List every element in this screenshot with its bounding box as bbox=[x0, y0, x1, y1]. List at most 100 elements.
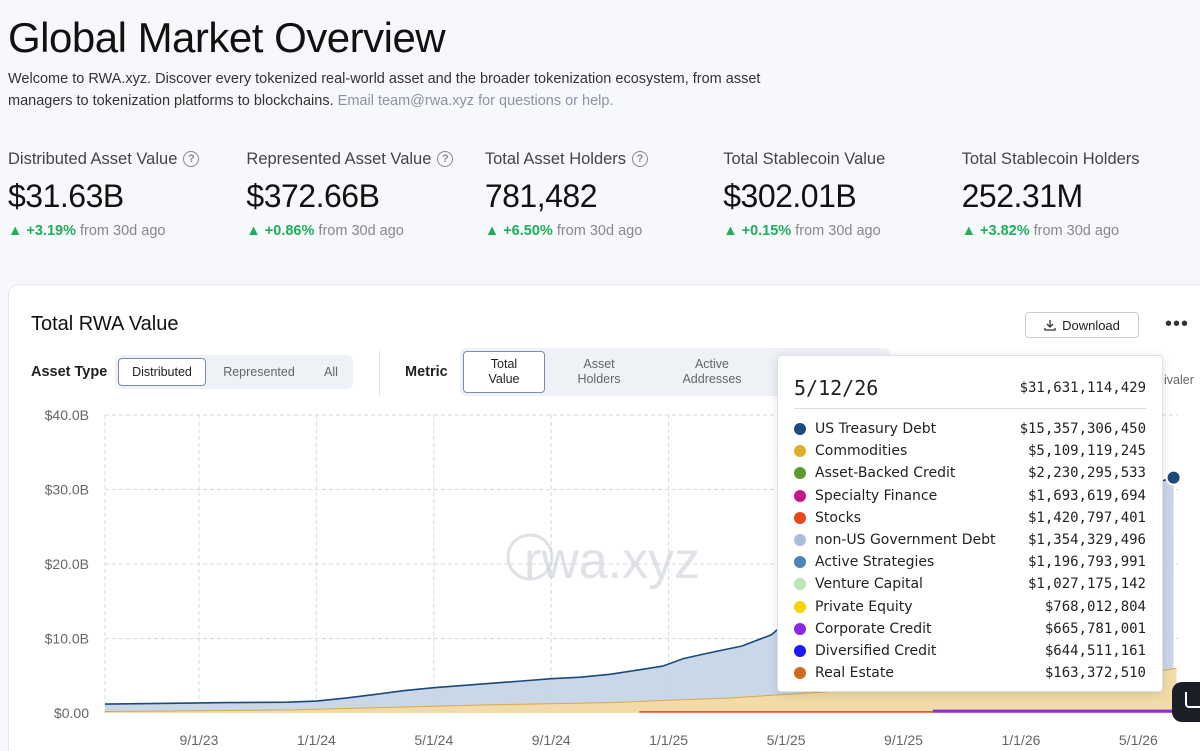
tooltip-row-name: Real Estate bbox=[815, 665, 894, 682]
tooltip-row-value: $163,372,510 bbox=[1044, 665, 1146, 682]
metric-option-total-value[interactable]: Total Value bbox=[463, 351, 545, 393]
stat-change: +3.82% bbox=[980, 223, 1030, 239]
tooltip-row-value: $1,693,619,694 bbox=[1027, 487, 1146, 504]
stat-label: Total Stablecoin Value bbox=[723, 149, 886, 168]
tooltip-row-name: non-US Government Debt bbox=[815, 532, 996, 549]
chat-support-button[interactable] bbox=[1172, 682, 1200, 722]
stat-value: $31.63B bbox=[8, 178, 124, 214]
tooltip-row: Asset-Backed Credit $2,230,295,533 bbox=[794, 462, 1146, 484]
asset-type-option-all[interactable]: All bbox=[324, 364, 338, 379]
y-tick-label: $30.0B bbox=[45, 482, 89, 498]
tooltip-row: US Treasury Debt $15,357,306,450 bbox=[794, 418, 1146, 440]
stat-change-suffix: from 30d ago bbox=[318, 223, 404, 239]
more-options-icon[interactable]: ••• bbox=[1165, 313, 1190, 335]
help-icon[interactable]: ? bbox=[632, 151, 649, 167]
stat-label: Total Stablecoin Holders bbox=[961, 149, 1140, 168]
tooltip-row-name: Venture Capital bbox=[815, 576, 923, 593]
stats-row: Distributed Asset Value? $31.63B ▲ +3.19… bbox=[8, 148, 1200, 240]
tooltip-row-name: US Treasury Debt bbox=[815, 421, 937, 438]
asset-type-option-distributed[interactable]: Distributed bbox=[118, 358, 206, 386]
contact-email-note[interactable]: Email team@rwa.xyz for questions or help… bbox=[337, 93, 614, 109]
tooltip-row-value: $1,354,329,496 bbox=[1027, 532, 1146, 549]
tooltip-rows: US Treasury Debt $15,357,306,450 Commoditi… bbox=[794, 418, 1146, 684]
up-arrow-icon: ▲ bbox=[8, 223, 27, 239]
metric-option-asset-holders[interactable]: Asset Holders bbox=[545, 351, 653, 393]
help-icon[interactable]: ? bbox=[437, 151, 454, 167]
x-tick-label: 9/1/24 bbox=[532, 732, 571, 748]
divider bbox=[379, 351, 380, 395]
asset-type-selector: Distributed Represented All bbox=[115, 355, 353, 389]
stat-change: +6.50% bbox=[503, 223, 553, 239]
intro-text: Welcome to RWA.xyz. Discover every token… bbox=[8, 68, 808, 112]
metric-option-line2: Addresses bbox=[682, 372, 742, 386]
tooltip-row: Stocks $1,420,797,401 bbox=[794, 507, 1146, 529]
metric-option-line2: Holders bbox=[577, 372, 621, 386]
stat-value: 781,482 bbox=[484, 178, 598, 214]
metric-option-line1: Active bbox=[694, 357, 730, 371]
stat-total-asset-holders: Total Asset Holders? 781,482 ▲ +6.50% fr… bbox=[485, 148, 723, 239]
legend-dot-icon bbox=[794, 578, 806, 591]
tooltip-row-name: Private Equity bbox=[815, 598, 913, 615]
stat-value: $302.01B bbox=[723, 178, 857, 214]
tooltip-row-name: Asset-Backed Credit bbox=[815, 465, 956, 482]
tooltip-date: 5/12/26 bbox=[794, 376, 879, 400]
asset-type-option-represented[interactable]: Represented bbox=[223, 364, 295, 379]
tooltip-row-name: Commodities bbox=[815, 443, 908, 460]
stat-value: 252.31M bbox=[961, 178, 1084, 214]
stat-change: +0.86% bbox=[264, 223, 315, 239]
legend-dot-icon bbox=[794, 667, 806, 680]
series-area-other bbox=[105, 668, 1177, 713]
stat-total-stablecoin-holders: Total Stablecoin Holders 252.31M ▲ +3.82… bbox=[961, 148, 1200, 240]
intro-description: Welcome to RWA.xyz. Discover every token… bbox=[8, 71, 761, 109]
tooltip-row: Venture Capital $1,027,175,142 bbox=[794, 573, 1146, 595]
metric-option-active-addresses[interactable]: Active Addresses bbox=[653, 351, 771, 393]
stat-distributed-asset-value: Distributed Asset Value? $31.63B ▲ +3.19… bbox=[8, 148, 246, 239]
stat-label: Distributed Asset Value bbox=[8, 149, 178, 168]
download-button[interactable]: Download bbox=[1025, 312, 1139, 338]
tooltip-row: Private Equity $768,012,804 bbox=[794, 596, 1146, 618]
x-tick-label: 1/1/24 bbox=[297, 732, 336, 748]
x-tick-label: 9/1/23 bbox=[179, 732, 218, 748]
tooltip-divider bbox=[794, 408, 1146, 409]
tooltip-row: Commodities $5,109,119,245 bbox=[794, 440, 1146, 462]
card-title: Total RWA Value bbox=[31, 313, 179, 335]
stat-change-suffix: from 30d ago bbox=[80, 223, 166, 239]
stat-change: +3.19% bbox=[26, 223, 76, 239]
download-label: Download bbox=[1062, 317, 1120, 333]
watermark: rwa.xyz bbox=[524, 532, 700, 590]
tooltip-row-value: $768,012,804 bbox=[1044, 598, 1146, 615]
stat-change-suffix: from 30d ago bbox=[1033, 223, 1120, 239]
asset-type-label: Asset Type bbox=[31, 364, 108, 380]
tooltip-row-value: $5,109,119,245 bbox=[1027, 443, 1146, 460]
stat-value: $372.66B bbox=[246, 178, 380, 214]
metric-option-line1: Total bbox=[490, 357, 518, 371]
y-tick-label: $20.0B bbox=[45, 556, 89, 572]
stat-change-suffix: from 30d ago bbox=[556, 223, 643, 239]
tooltip-row-value: $644,511,161 bbox=[1044, 642, 1146, 659]
chart-tooltip: 5/12/26 $31,631,114,429 US Treasury Debt… bbox=[777, 355, 1163, 692]
legend-dot-icon bbox=[794, 423, 806, 436]
metric-label: Metric bbox=[405, 364, 448, 380]
tooltip-row-name: Active Strategies bbox=[815, 554, 935, 571]
x-tick-label: 1/1/25 bbox=[649, 732, 688, 748]
help-icon[interactable]: ? bbox=[183, 151, 200, 167]
stat-change-suffix: from 30d ago bbox=[795, 223, 881, 239]
hover-point-marker bbox=[1165, 469, 1182, 486]
y-tick-label: $10.0B bbox=[45, 631, 89, 647]
legend-dot-icon bbox=[794, 600, 806, 613]
tooltip-row-value: $665,781,001 bbox=[1044, 620, 1146, 637]
metric-option-line1: Asset bbox=[583, 357, 615, 371]
metric-option-line2: Value bbox=[488, 372, 520, 386]
legend-dot-icon bbox=[794, 622, 806, 635]
up-arrow-icon: ▲ bbox=[961, 223, 981, 239]
up-arrow-icon: ▲ bbox=[246, 223, 265, 239]
tooltip-row: Diversified Credit $644,511,161 bbox=[794, 640, 1146, 662]
tooltip-row-name: Specialty Finance bbox=[815, 487, 938, 504]
up-arrow-icon: ▲ bbox=[484, 223, 504, 239]
stat-change: +0.15% bbox=[741, 223, 792, 239]
stat-label: Represented Asset Value bbox=[246, 149, 432, 168]
clipped-option-label[interactable]: ivaler bbox=[1164, 373, 1194, 387]
download-icon bbox=[1044, 320, 1056, 331]
legend-dot-icon bbox=[794, 489, 806, 502]
y-tick-label: $40.0B bbox=[45, 407, 89, 423]
